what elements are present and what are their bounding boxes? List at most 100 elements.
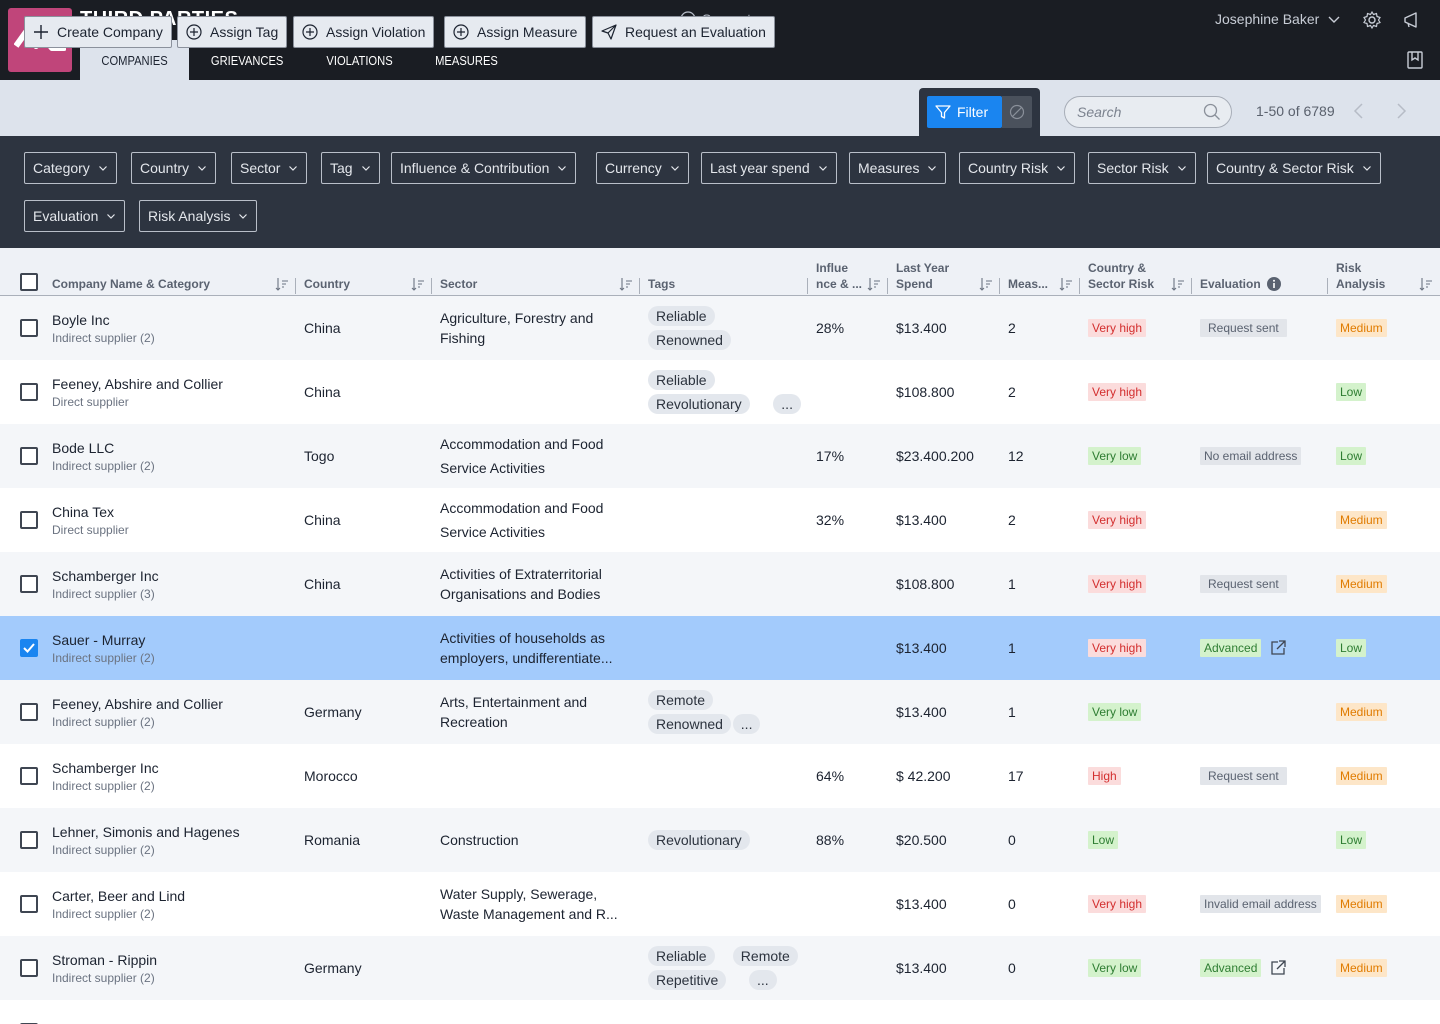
company-name[interactable]: Stroman - Rippin xyxy=(52,952,158,968)
row-checkbox[interactable] xyxy=(20,959,38,977)
tab-violations[interactable]: VIOLATIONS xyxy=(326,52,394,68)
user-menu[interactable]: Josephine Baker xyxy=(1215,11,1341,27)
filter-sector[interactable]: Sector xyxy=(231,152,308,184)
assign-violation-button[interactable]: Assign Violation xyxy=(293,16,435,48)
company-name[interactable]: Schamberger Inc xyxy=(52,568,159,584)
tab-measures[interactable]: MEASURES xyxy=(435,52,499,68)
chevron-down-icon xyxy=(1177,166,1186,171)
filter-category[interactable]: Category xyxy=(24,152,117,184)
row-checkbox[interactable] xyxy=(20,703,38,721)
company-name[interactable]: Sauer - Murray xyxy=(52,632,146,648)
row-checkbox[interactable] xyxy=(20,447,38,465)
sort-icon[interactable] xyxy=(867,277,881,291)
row-checkbox[interactable] xyxy=(20,575,38,593)
table-row[interactable]: Feeney, Abshire and Collier Indirect supp… xyxy=(0,680,1440,744)
company-name[interactable]: Boyle Inc xyxy=(52,312,110,328)
column-divider[interactable] xyxy=(295,278,296,294)
search-input[interactable] xyxy=(1077,104,1197,120)
more-tags-button[interactable]: ... xyxy=(732,714,761,734)
sort-icon[interactable] xyxy=(275,277,289,291)
filter-currency[interactable]: Currency xyxy=(596,152,689,184)
column-header-country[interactable]: Country xyxy=(304,277,350,291)
table-row[interactable]: Schamberger Inc Indirect supplier (2) Moro… xyxy=(0,744,1440,808)
row-checkbox[interactable] xyxy=(20,383,38,401)
row-checkbox[interactable] xyxy=(20,895,38,913)
row-checkbox[interactable] xyxy=(20,831,38,849)
column-divider[interactable] xyxy=(999,278,1000,294)
bookmark-icon[interactable] xyxy=(1406,50,1424,70)
filter-button[interactable]: Filter xyxy=(927,96,1002,128)
row-checkbox[interactable] xyxy=(20,639,38,657)
sort-icon[interactable] xyxy=(1171,277,1185,291)
table-row[interactable]: Carter, Beer and Lind Indirect supplier (… xyxy=(0,872,1440,936)
table-row[interactable]: Stroman - Rippin Indirect supplier (2) Ger… xyxy=(0,936,1440,1000)
assign-tag-button[interactable]: Assign Tag xyxy=(177,16,288,48)
tab-grievances[interactable]: GRIEVANCES xyxy=(210,52,284,68)
table-row[interactable]: Lehner, Simonis and Hagenes Indirect supp… xyxy=(0,808,1440,872)
select-all-checkbox[interactable] xyxy=(20,273,38,291)
company-name[interactable]: Schamberger Inc xyxy=(52,760,159,776)
table-row[interactable]: Jast - LindgrenActivities of Extraterrit… xyxy=(0,1000,1440,1024)
filter-influence[interactable]: Influence & Contribution xyxy=(391,152,577,184)
company-name[interactable]: Carter, Beer and Lind xyxy=(52,888,186,904)
sort-icon[interactable] xyxy=(411,277,425,291)
request-evaluation-button[interactable]: Request an Evaluation xyxy=(592,16,775,48)
column-divider[interactable] xyxy=(887,278,888,294)
column-divider[interactable] xyxy=(1191,278,1192,294)
column-header-tags[interactable]: Tags xyxy=(648,277,676,291)
megaphone-icon[interactable] xyxy=(1402,10,1422,30)
company-name[interactable]: Feeney, Abshire and Collier xyxy=(52,376,223,392)
column-header-measures[interactable]: Meas... xyxy=(1008,277,1049,291)
column-header-influence[interactable]: Influe nce & ... xyxy=(816,260,862,292)
company-name[interactable]: Bode LLC xyxy=(52,440,115,456)
filter-last-year-spend[interactable]: Last year spend xyxy=(701,152,837,184)
filter-tag[interactable]: Tag xyxy=(321,152,380,184)
more-tags-button[interactable]: ... xyxy=(773,394,801,414)
gear-icon[interactable] xyxy=(1362,10,1382,30)
filter-country[interactable]: Country xyxy=(131,152,217,184)
company-name[interactable]: Lehner, Simonis and Hagenes xyxy=(52,824,240,840)
column-header-risk-analysis[interactable]: Risk Analysis xyxy=(1336,260,1385,292)
column-header-evaluation[interactable]: Evaluation xyxy=(1200,276,1281,292)
filter-sector-risk[interactable]: Sector Risk xyxy=(1088,152,1196,184)
filter-country-risk[interactable]: Country Risk xyxy=(959,152,1076,184)
column-divider[interactable] xyxy=(1079,278,1080,294)
column-header-sector[interactable]: Sector xyxy=(440,277,478,291)
sort-icon[interactable] xyxy=(1059,277,1073,291)
filter-measures[interactable]: Measures xyxy=(849,152,947,184)
search-icon[interactable] xyxy=(1203,103,1221,121)
column-divider[interactable] xyxy=(807,278,808,294)
clear-filter-button[interactable] xyxy=(1002,96,1032,128)
row-checkbox[interactable] xyxy=(20,511,38,529)
table-row[interactable]: China Tex Direct supplier China Accommodati… xyxy=(0,488,1440,552)
filter-risk-analysis[interactable]: Risk Analysis xyxy=(139,200,258,232)
column-header-spend[interactable]: Last Year Spend xyxy=(896,260,949,292)
column-divider[interactable] xyxy=(639,278,640,294)
row-checkbox[interactable] xyxy=(20,319,38,337)
column-divider[interactable] xyxy=(1327,278,1328,294)
table-row[interactable]: Schamberger Inc Indirect supplier (3) Chin… xyxy=(0,552,1440,616)
chevron-left-icon[interactable] xyxy=(1352,101,1366,121)
more-tags-button[interactable]: ... xyxy=(749,970,777,990)
table-row[interactable]: Bode LLC Indirect supplier (2) Togo Accommo… xyxy=(0,424,1440,488)
external-link-icon[interactable] xyxy=(1269,959,1287,977)
company-name[interactable]: Feeney, Abshire and Collier xyxy=(52,696,223,712)
filter-country-sector-risk[interactable]: Country & Sector Risk xyxy=(1207,152,1381,184)
row-checkbox[interactable] xyxy=(20,767,38,785)
company-name[interactable]: China Tex xyxy=(52,504,115,520)
table-row[interactable]: Sauer - Murray Indirect supplier (2) Activ… xyxy=(0,616,1440,680)
table-row[interactable]: Boyle Inc Indirect supplier (2) China Agric… xyxy=(0,296,1440,360)
column-header-country-sector-risk[interactable]: Country & Sector Risk xyxy=(1088,260,1154,292)
external-link-icon[interactable] xyxy=(1269,639,1287,657)
table-row[interactable]: Feeney, Abshire and Collier Direct suppli… xyxy=(0,360,1440,424)
sort-icon[interactable] xyxy=(1419,277,1433,291)
assign-measure-button[interactable]: Assign Measure xyxy=(444,16,587,48)
chevron-right-icon[interactable] xyxy=(1394,101,1408,121)
sort-icon[interactable] xyxy=(619,277,633,291)
create-company-button[interactable]: Create Company xyxy=(24,16,172,48)
info-icon[interactable] xyxy=(1266,277,1281,291)
column-header-company[interactable]: Company Name & Category xyxy=(52,277,211,291)
filter-evaluation[interactable]: Evaluation xyxy=(24,200,126,232)
sort-icon[interactable] xyxy=(979,277,993,291)
column-divider[interactable] xyxy=(431,278,432,294)
